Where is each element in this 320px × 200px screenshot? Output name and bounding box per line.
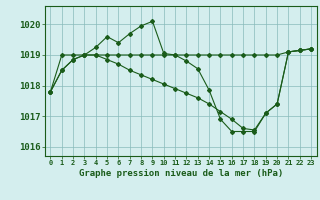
X-axis label: Graphe pression niveau de la mer (hPa): Graphe pression niveau de la mer (hPa) xyxy=(79,169,283,178)
